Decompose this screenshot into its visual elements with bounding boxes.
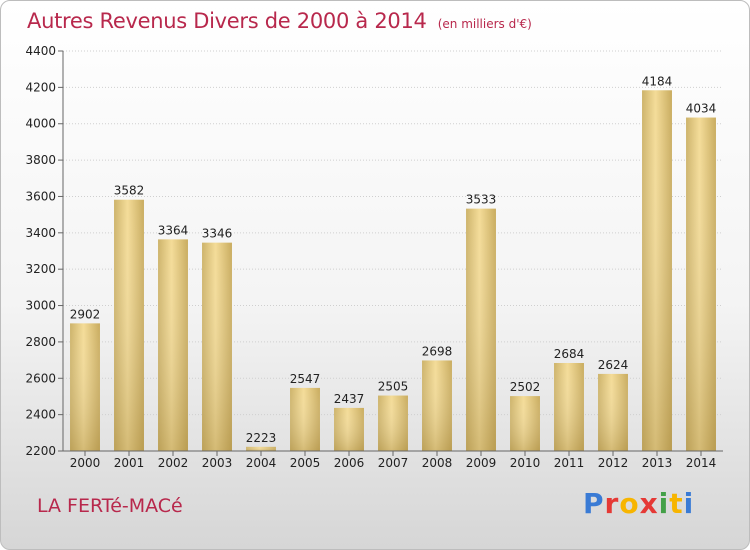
bar-shade-2000 [70, 323, 100, 451]
value-label-2008: 2698 [422, 344, 453, 358]
city-name: LA FERTé-MACé [37, 495, 183, 517]
chart-title-unit: (en milliers d'€) [437, 17, 532, 31]
value-label-2003: 3346 [202, 227, 233, 241]
x-tick-label-2013: 2013 [642, 456, 673, 470]
x-tick-label-2004: 2004 [246, 456, 277, 470]
bar-shade-2009 [466, 208, 496, 451]
value-label-2005: 2547 [290, 372, 321, 386]
value-label-2009: 3533 [466, 193, 497, 207]
y-tick-label: 3600 [25, 189, 56, 203]
value-label-2014: 4034 [686, 102, 717, 116]
value-label-2004: 2223 [246, 431, 277, 445]
chart-title-main: Autres Revenus Divers de 2000 à 2014 [27, 9, 427, 33]
bar-shade-2011 [554, 363, 584, 451]
value-label-2012: 2624 [598, 358, 629, 372]
x-tick-label-2003: 2003 [202, 456, 233, 470]
bar-shade-2002 [158, 239, 188, 451]
proxiti-logo[interactable]: Proxiti [583, 487, 694, 520]
y-tick-label: 3400 [25, 226, 56, 240]
y-tick-label: 2400 [25, 408, 56, 422]
bar-shade-2014 [686, 117, 716, 451]
x-tick-label-2014: 2014 [686, 456, 717, 470]
bar-shade-2008 [422, 360, 452, 451]
x-tick-label-2011: 2011 [554, 456, 585, 470]
value-label-2013: 4184 [642, 74, 673, 88]
value-label-2006: 2437 [334, 392, 365, 406]
x-tick-label-2010: 2010 [510, 456, 541, 470]
logo-letter: x [639, 487, 659, 520]
value-label-2000: 2902 [70, 307, 101, 321]
y-tick-label: 2800 [25, 335, 56, 349]
x-tick-label-2002: 2002 [158, 456, 189, 470]
y-tick-label: 3200 [25, 262, 56, 276]
logo-letter: r [604, 487, 620, 520]
value-label-2002: 3364 [158, 223, 189, 237]
bar-shade-2003 [202, 242, 232, 451]
y-tick-label: 4200 [25, 80, 56, 94]
bar-shade-2005 [290, 387, 320, 451]
y-tick-label: 4400 [25, 44, 56, 58]
bar-shade-2012 [598, 373, 628, 451]
y-tick-label: 4000 [25, 117, 56, 131]
value-label-2001: 3582 [114, 184, 145, 198]
value-label-2007: 2505 [378, 380, 409, 394]
x-tick-label-2001: 2001 [114, 456, 145, 470]
bar-shade-2013 [642, 90, 672, 451]
logo-letter: i [683, 487, 695, 520]
x-tick-label-2008: 2008 [422, 456, 453, 470]
logo-letter: t [669, 487, 684, 520]
x-tick-label-2009: 2009 [466, 456, 497, 470]
bar-shade-2004 [246, 446, 276, 451]
bar-shade-2001 [114, 199, 144, 451]
x-tick-label-2007: 2007 [378, 456, 409, 470]
x-tick-label-2005: 2005 [290, 456, 321, 470]
chart-title: Autres Revenus Divers de 2000 à 2014 (en… [27, 9, 532, 33]
logo-letter: i [658, 487, 670, 520]
logo-letter: o [619, 487, 640, 520]
y-tick-label: 3800 [25, 153, 56, 167]
y-tick-label: 2600 [25, 371, 56, 385]
value-label-2011: 2684 [554, 347, 585, 361]
y-tick-label: 2200 [25, 444, 56, 458]
x-tick-label-2000: 2000 [70, 456, 101, 470]
y-tick-label: 3000 [25, 299, 56, 313]
x-tick-label-2006: 2006 [334, 456, 365, 470]
value-label-2010: 2502 [510, 380, 541, 394]
bar-shade-2010 [510, 396, 540, 451]
bar-shade-2006 [334, 407, 364, 451]
x-tick-label-2012: 2012 [598, 456, 629, 470]
bar-shade-2007 [378, 395, 408, 451]
logo-letter: P [583, 487, 605, 520]
